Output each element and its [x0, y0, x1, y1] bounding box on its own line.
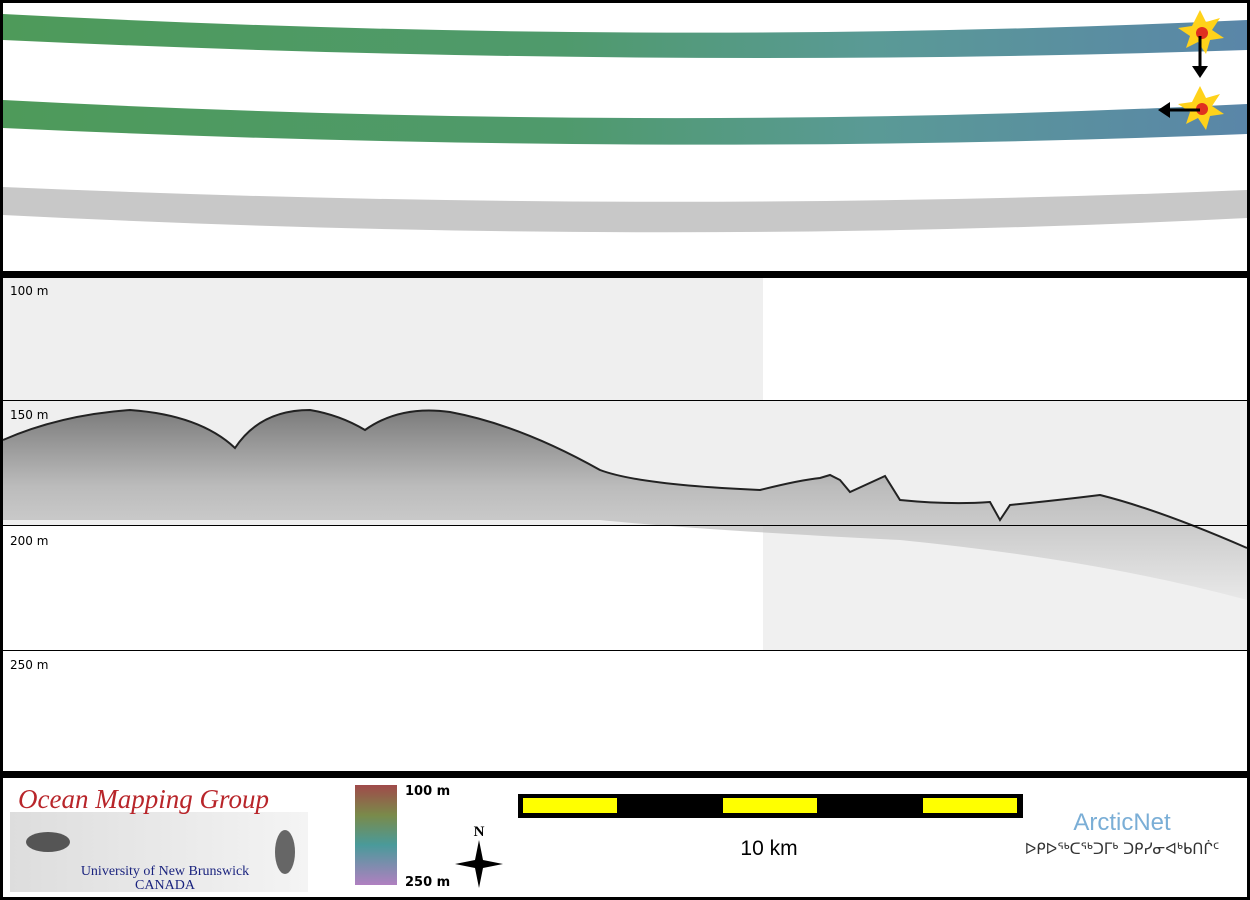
scale-label: 10 km: [740, 837, 797, 860]
backscatter-swath: [3, 187, 1247, 233]
logo-subtitle: University of New Brunswick: [81, 864, 249, 879]
north-label: N: [474, 824, 485, 840]
logo-country: CANADA: [135, 878, 196, 893]
depth-label: 200 m: [10, 534, 48, 548]
swath: [3, 100, 1247, 145]
north-arrow: [455, 840, 503, 888]
depth-label: 100 m: [10, 284, 48, 298]
colorbar-bottom: 250 m: [405, 875, 450, 890]
scale-segments: [523, 798, 1017, 813]
swath: [3, 14, 1247, 58]
partner-syllabics: ᐅᑭᐅᖅᑕᖅᑐᒥᒃ ᑐᑭᓯᓂᐊᒃᑲᑎᒌᑦ: [1025, 840, 1220, 858]
depth-label: 150 m: [10, 408, 48, 422]
colorbar-top: 100 m: [405, 784, 450, 799]
seafloor-line: [2, 408, 1248, 549]
seafloor-echo: [3, 410, 1247, 600]
depth-grid: [3, 400, 1247, 651]
logo-icon: [26, 832, 70, 852]
color-bar: [355, 785, 397, 885]
logo-icon: [275, 830, 295, 874]
ship-markers: [1158, 10, 1224, 130]
partner-name: ArcticNet: [1073, 809, 1171, 836]
sonar-block: [3, 278, 763, 400]
depth-label: 250 m: [10, 658, 48, 672]
logo-image: [10, 812, 308, 892]
logo-title: Ocean Mapping Group: [18, 784, 269, 814]
